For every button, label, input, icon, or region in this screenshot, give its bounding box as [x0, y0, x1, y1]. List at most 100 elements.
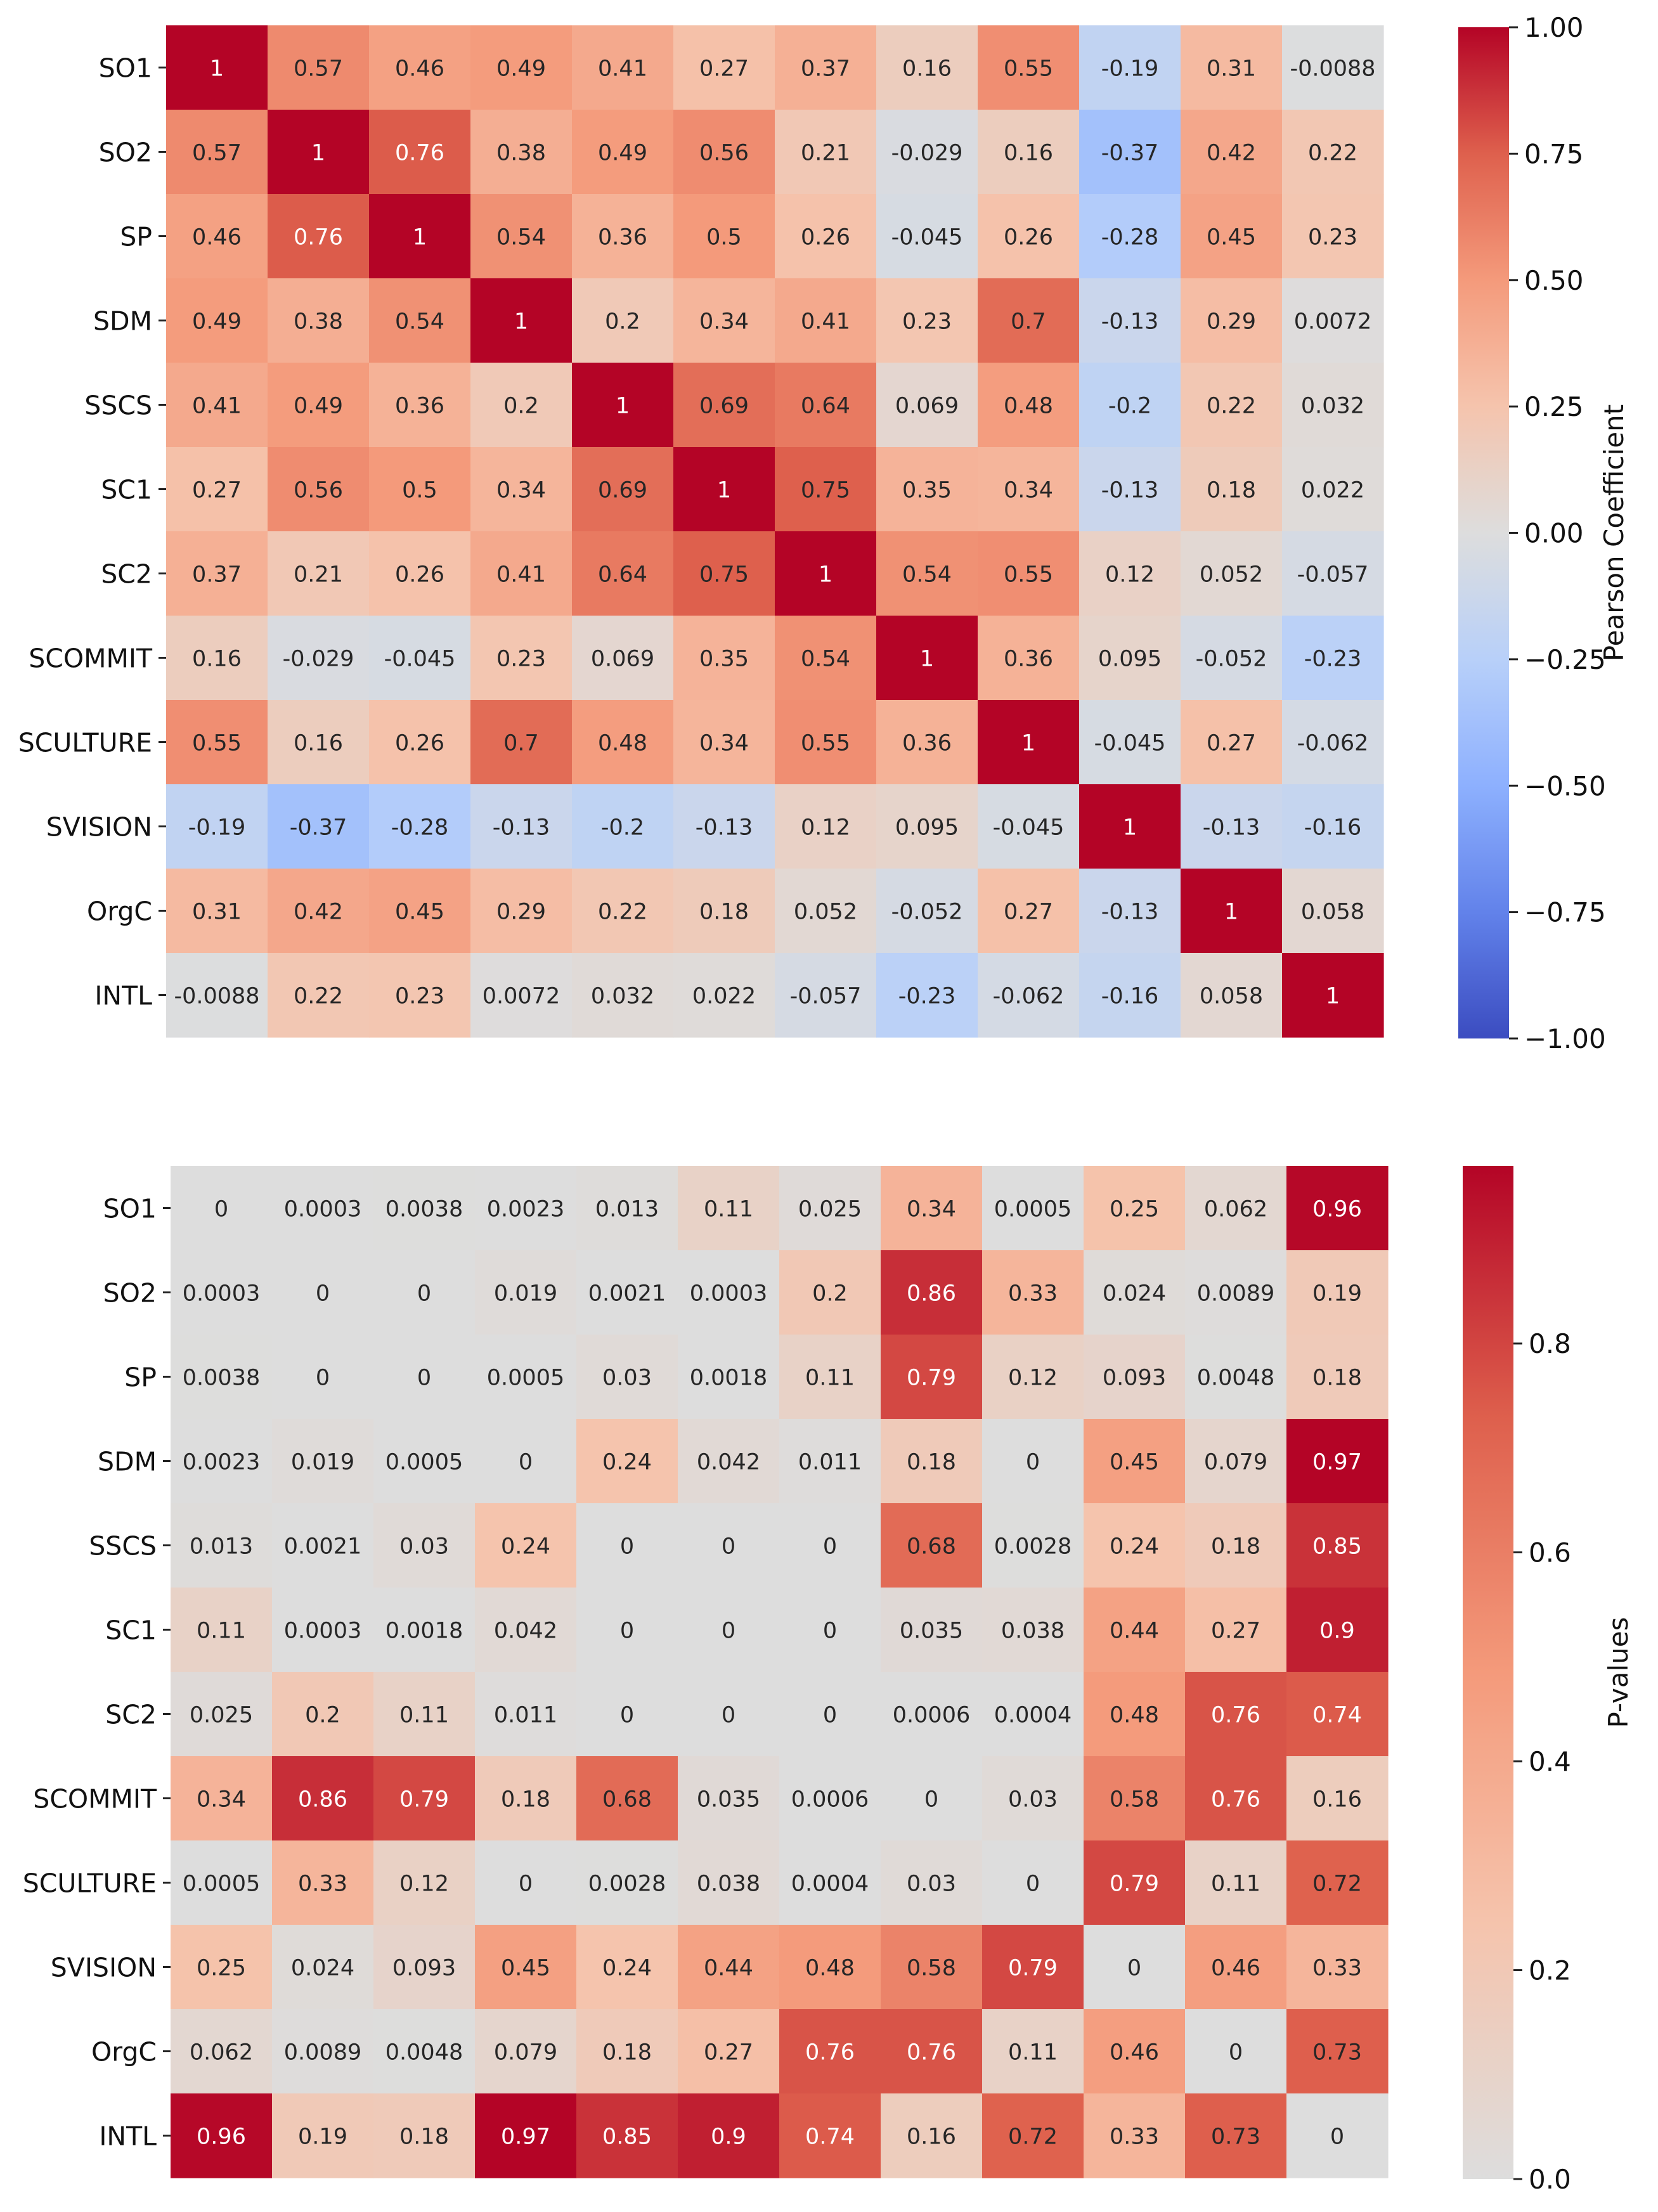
cell-value-SSCS-SCOMMIT: 0.68 [907, 1534, 956, 1560]
heatmap-cell-SC1-SP [369, 447, 471, 532]
heatmap-cell-SP-SVISION [1079, 194, 1181, 279]
row-label-SO2: SO2 [99, 138, 152, 168]
cell-value-OrgC-OrgC: 1 [1224, 900, 1238, 925]
cell-value-SO1-SC2: 0.37 [801, 56, 850, 82]
cell-value-SCOMMIT-SCOMMIT: 1 [920, 647, 934, 672]
heatmap-cell-SSCS-SO2 [272, 1503, 374, 1588]
cell-value-SCULTURE-SO2: 0.16 [294, 731, 343, 756]
heatmap-cell-SC2-SCOMMIT [876, 531, 978, 616]
cell-value-SO2-SP: 0.76 [395, 141, 444, 166]
cell-value-SO1-SO1: 1 [210, 56, 224, 82]
heatmap-cell-SCOMMIT-SC1 [673, 616, 775, 701]
cell-value-SCULTURE-SCOMMIT: 0.36 [902, 731, 952, 756]
heatmap-cell-OrgC-SSCS [576, 2009, 678, 2094]
heatmap-cell-OrgC-INTL [1282, 869, 1384, 954]
heatmap-cell-SVISION-SP [369, 784, 471, 869]
cell-value-SP-INTL: 0.23 [1308, 225, 1357, 250]
cell-value-SC1-SC1: 0 [722, 1619, 735, 1644]
row-label-SP: SP [120, 222, 152, 252]
heatmap-cell-SC1-SC1 [673, 447, 775, 532]
heatmap-cell-SC1-SCULTURE [982, 1588, 1084, 1672]
heatmap-cell-SCULTURE-SCULTURE [982, 1840, 1084, 1925]
heatmap-cell-SCULTURE-SCOMMIT [881, 1840, 983, 1925]
colorbar-1 [1458, 27, 1509, 1038]
heatmap-cell-SSCS-SO1 [171, 1503, 273, 1588]
heatmap-cell-SSCS-SSCS [576, 1503, 678, 1588]
cell-value-SP-SSCS: 0.36 [598, 225, 647, 250]
heatmap-cell-SO2-INTL [1286, 1250, 1389, 1335]
heatmap-cell-OrgC-OrgC [1185, 2009, 1287, 2094]
colorbar-label: P-values [1603, 1617, 1634, 1728]
cell-value-SC2-SSCS: 0.64 [598, 562, 647, 588]
cell-value-INTL-SVISION: 0.33 [1110, 2125, 1159, 2150]
cell-value-SCOMMIT-SO2: 0.86 [298, 1787, 347, 1813]
heatmap-cell-SC1-SDM [475, 1588, 577, 1672]
heatmap-cell-SDM-SC2 [779, 1419, 881, 1504]
cell-value-SCOMMIT-SDM: 0.18 [501, 1787, 550, 1813]
heatmap-cell-INTL-SP [369, 953, 471, 1038]
heatmap-cell-SCULTURE-INTL [1282, 700, 1384, 785]
cell-value-SC2-SC2: 0 [823, 1703, 837, 1728]
cell-value-INTL-SC2: 0.74 [805, 2125, 855, 2150]
heatmap-cell-SVISION-SO2 [272, 1925, 374, 2010]
cell-value-SO1-INTL: -0.0088 [1290, 56, 1375, 82]
cell-value-SP-SC1: 0.0018 [690, 1366, 767, 1391]
cell-value-SVISION-SC2: 0.48 [805, 1956, 855, 1981]
heatmap-cell-SDM-SP [369, 278, 471, 363]
heatmap-cell-SP-SCOMMIT [881, 1335, 983, 1420]
heatmap-cell-SSCS-SDM [470, 363, 573, 448]
heatmap-cell-SO2-INTL [1282, 110, 1384, 195]
heatmap-cell-SSCS-SO2 [268, 363, 370, 448]
heatmap-cell-SC2-INTL [1286, 1672, 1389, 1757]
cell-value-SCULTURE-OrgC: 0.27 [1207, 731, 1256, 756]
cell-value-SC2-SSCS: 0 [620, 1703, 634, 1728]
heatmap-cell-SC2-SSCS [576, 1672, 678, 1757]
heatmap-cell-SC2-SO2 [272, 1672, 374, 1757]
heatmap-cell-SCOMMIT-SC1 [678, 1756, 780, 1841]
heatmap-cell-SSCS-SCOMMIT [876, 363, 978, 448]
cell-value-SC1-SO2: 0.0003 [284, 1619, 361, 1644]
heatmap-cell-SC1-SC2 [775, 447, 877, 532]
heatmap-cell-SO2-OrgC [1185, 1250, 1287, 1335]
cell-value-SDM-SP: 0.54 [395, 309, 444, 335]
heatmap-cell-SP-SSCS [576, 1335, 678, 1420]
heatmap-cell-SSCS-SO1 [166, 363, 268, 448]
cell-value-SCOMMIT-SCULTURE: 0.36 [1004, 647, 1053, 672]
cell-value-SC1-SO1: 0.27 [192, 478, 242, 503]
cell-value-SP-SP: 0 [417, 1366, 431, 1391]
heatmap-cell-SO1-OrgC [1181, 25, 1283, 110]
heatmap-cell-SP-INTL [1286, 1335, 1389, 1420]
heatmap-cell-SC1-OrgC [1181, 447, 1283, 532]
heatmap-cell-INTL-OrgC [1185, 2093, 1287, 2178]
heatmap-panel-1: 1 0.57 0.46 0.49 0.41 0.27 0.37 0.16 0.55 -0.19 0.… [18, 12, 1629, 1054]
cell-value-SP-OrgC: 0.45 [1207, 225, 1256, 250]
cell-value-SSCS-SO2: 0.49 [294, 394, 343, 419]
heatmap-cell-SSCS-SCOMMIT [881, 1503, 983, 1588]
heatmap-cell-SDM-SCULTURE [978, 278, 1080, 363]
cell-value-OrgC-SCULTURE: 0.11 [1008, 2040, 1058, 2066]
heatmap-cell-INTL-SVISION [1084, 2093, 1186, 2178]
cell-value-SC2-SC1: 0.75 [699, 562, 749, 588]
cell-value-SC1-SDM: 0.042 [494, 1619, 557, 1644]
heatmap-cell-SCULTURE-SSCS [576, 1840, 678, 1925]
cell-value-SCOMMIT-OrgC: -0.052 [1196, 647, 1267, 672]
heatmap-cell-SP-SC1 [678, 1335, 780, 1420]
cell-value-SC2-SDM: 0.41 [496, 562, 546, 588]
row-label-SCULTURE: SCULTURE [18, 728, 152, 758]
cell-value-SVISION-SCOMMIT: 0.58 [907, 1956, 956, 1981]
heatmap-cell-SVISION-SC1 [673, 784, 775, 869]
heatmap-cell-SSCS-SP [373, 1503, 476, 1588]
cell-value-SDM-SC1: 0.34 [699, 309, 749, 335]
heatmap-cell-SC1-SO1 [166, 447, 268, 532]
heatmap-cell-SO2-SO2 [268, 110, 370, 195]
cell-value-SC1-SSCS: 0.69 [598, 478, 647, 503]
cell-value-SO1-SC2: 0.025 [798, 1197, 862, 1222]
heatmap-cell-SC1-SCOMMIT [881, 1588, 983, 1672]
cell-value-INTL-SCOMMIT: 0.16 [907, 2125, 956, 2150]
row-label-SCOMMIT: SCOMMIT [29, 644, 153, 674]
cell-value-SP-SO2: 0.76 [294, 225, 343, 250]
heatmap-cell-SVISION-SCULTURE [982, 1925, 1084, 2010]
heatmap-cell-SCOMMIT-SP [369, 616, 471, 701]
heatmap-cell-OrgC-SO1 [171, 2009, 273, 2094]
cell-value-SCOMMIT-INTL: -0.23 [1304, 647, 1362, 672]
